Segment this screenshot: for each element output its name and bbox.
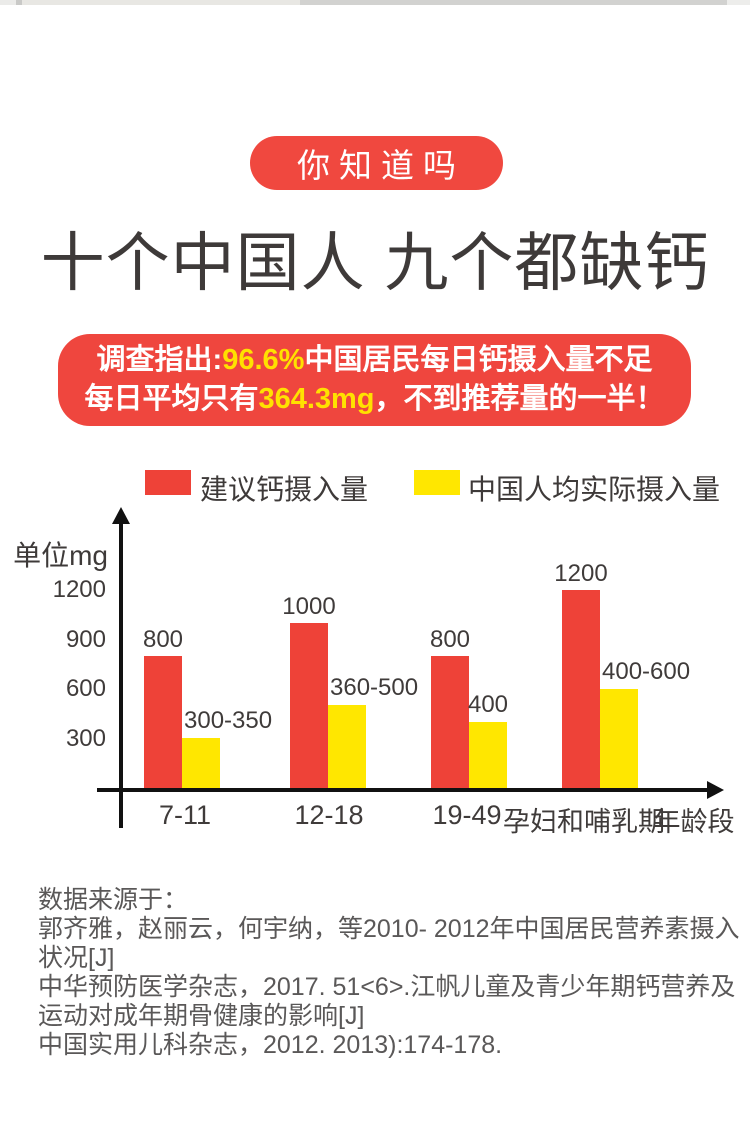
x-axis-line: [97, 788, 708, 792]
legend-swatch-actual: [414, 470, 460, 495]
x-category-label: 7-11: [158, 800, 212, 830]
top-strip-segment: [0, 0, 16, 5]
banner-line1-suffix: 中国居民每日钙摄入量不足: [304, 344, 653, 376]
bar-actual: [328, 705, 366, 788]
top-strip-segment: [22, 0, 300, 5]
data-source-block: 数据来源于： 郭齐雅，赵丽云，何宇纳，等2010- 2012年中国居民营养素摄入状…: [38, 886, 740, 1060]
legend-swatch-recommended: [145, 470, 191, 495]
source-line: 状况[J]: [38, 944, 115, 972]
bar-recommended: [431, 656, 469, 788]
y-axis-unit-label: 单位mg: [13, 540, 108, 571]
source-line: 中国实用儿科杂志，2012. 2013):174-178.: [38, 1031, 503, 1059]
x-axis-arrow-icon: [707, 781, 724, 799]
bar-actual: [600, 689, 638, 788]
banner-line1-prefix: 调查指出:: [96, 344, 223, 376]
survey-banner: 调查指出:96.6%中国居民每日钙摄入量不足 每日平均只有364.3mg，不到推…: [58, 334, 691, 426]
bar-recommended: [144, 656, 182, 788]
bar-value-label-actual: 400: [467, 691, 509, 718]
top-strip: [0, 0, 750, 5]
banner-line1-highlight: 96.6%: [222, 344, 305, 376]
bar-value-label-recommended: 1000: [282, 593, 336, 620]
bar-recommended: [290, 623, 328, 788]
y-axis-line: [119, 522, 123, 828]
x-category-label: 12-18: [294, 800, 364, 830]
source-line: 中华预防医学杂志，2017. 51<6>.江帆儿童及青少年期钙营养及: [38, 973, 736, 1001]
y-axis-arrow-icon: [112, 507, 130, 524]
y-tick-label: 600: [65, 675, 106, 702]
y-tick-label: 900: [65, 625, 106, 653]
source-line: 运动对成年期骨健康的影响[J]: [38, 1002, 365, 1030]
y-tick-label: 300: [65, 724, 106, 752]
x-category-label: 19-49: [432, 800, 502, 830]
bar-value-label-recommended: 800: [429, 626, 471, 653]
y-tick-label: 1200: [52, 576, 106, 603]
did-you-know-badge-label: 你知道吗: [297, 147, 465, 184]
bar-value-label-recommended: 800: [142, 626, 184, 653]
survey-banner-line2: 每日平均只有364.3mg，不到推荐量的一半！: [84, 380, 664, 419]
source-line: 数据来源于：: [38, 886, 189, 914]
bar-value-label-actual: 400-600: [602, 658, 691, 685]
did-you-know-badge: 你知道吗: [250, 136, 503, 190]
legend-label-recommended: 建议钙摄入量: [200, 474, 369, 505]
bar-value-label-recommended: 1200: [554, 560, 608, 587]
legend-label-actual: 中国人均实际摄入量: [468, 474, 721, 505]
bar-value-label-actual: 360-500: [330, 674, 419, 701]
bar-actual: [182, 738, 220, 788]
top-strip-segment: [16, 0, 22, 5]
x-axis-title: 年龄段: [653, 807, 735, 837]
bar-recommended: [562, 590, 600, 788]
survey-banner-line1: 调查指出:96.6%中国居民每日钙摄入量不足: [97, 341, 653, 380]
bar-value-label-actual: 300-350: [184, 707, 273, 734]
banner-line2-prefix: 每日平均只有: [84, 383, 259, 415]
bar-actual: [469, 722, 507, 788]
banner-line2-suffix: ，不到推荐量的一半！: [374, 383, 665, 415]
top-strip-segment: [300, 0, 727, 5]
top-strip-segment: [727, 0, 750, 5]
x-category-label: 孕妇和哺乳期: [503, 807, 665, 837]
page-title: 十个中国人 九个都缺钙: [40, 227, 710, 299]
source-line: 郭齐雅，赵丽云，何宇纳，等2010- 2012年中国居民营养素摄入: [38, 915, 740, 943]
banner-line2-highlight: 364.3mg: [258, 383, 375, 415]
